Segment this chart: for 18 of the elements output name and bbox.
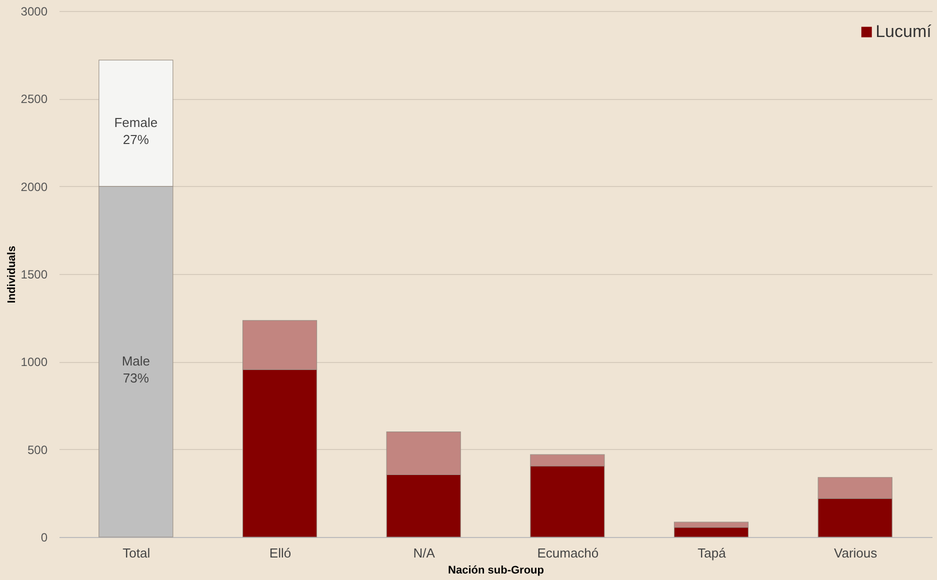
x-axis-title: Nación sub-Group xyxy=(448,564,544,576)
x-tick-label: Tapá xyxy=(698,546,727,560)
data-label: Male 73% xyxy=(122,354,150,386)
y-tick-label: 1000 xyxy=(20,355,48,370)
y-tick-label: 500 xyxy=(27,442,48,457)
y-tick-label: 0 xyxy=(40,530,48,544)
x-tick-label: N/A xyxy=(413,546,436,560)
x-tick-label: Elló xyxy=(269,546,292,560)
y-tick-label: 3000 xyxy=(20,4,48,18)
x-tick-label: Ecumachó xyxy=(537,546,599,560)
y-axis-title: Individuals xyxy=(6,246,18,304)
y-tick-label: 1500 xyxy=(20,268,48,282)
data-label: Female 27% xyxy=(114,115,158,148)
y-tick-label: 2000 xyxy=(20,180,48,194)
x-tick-label: Total xyxy=(122,546,150,560)
x-tick-label: Various xyxy=(834,546,878,560)
y-tick-label: 2500 xyxy=(20,92,48,106)
legend-label: Lucumí xyxy=(876,22,932,42)
